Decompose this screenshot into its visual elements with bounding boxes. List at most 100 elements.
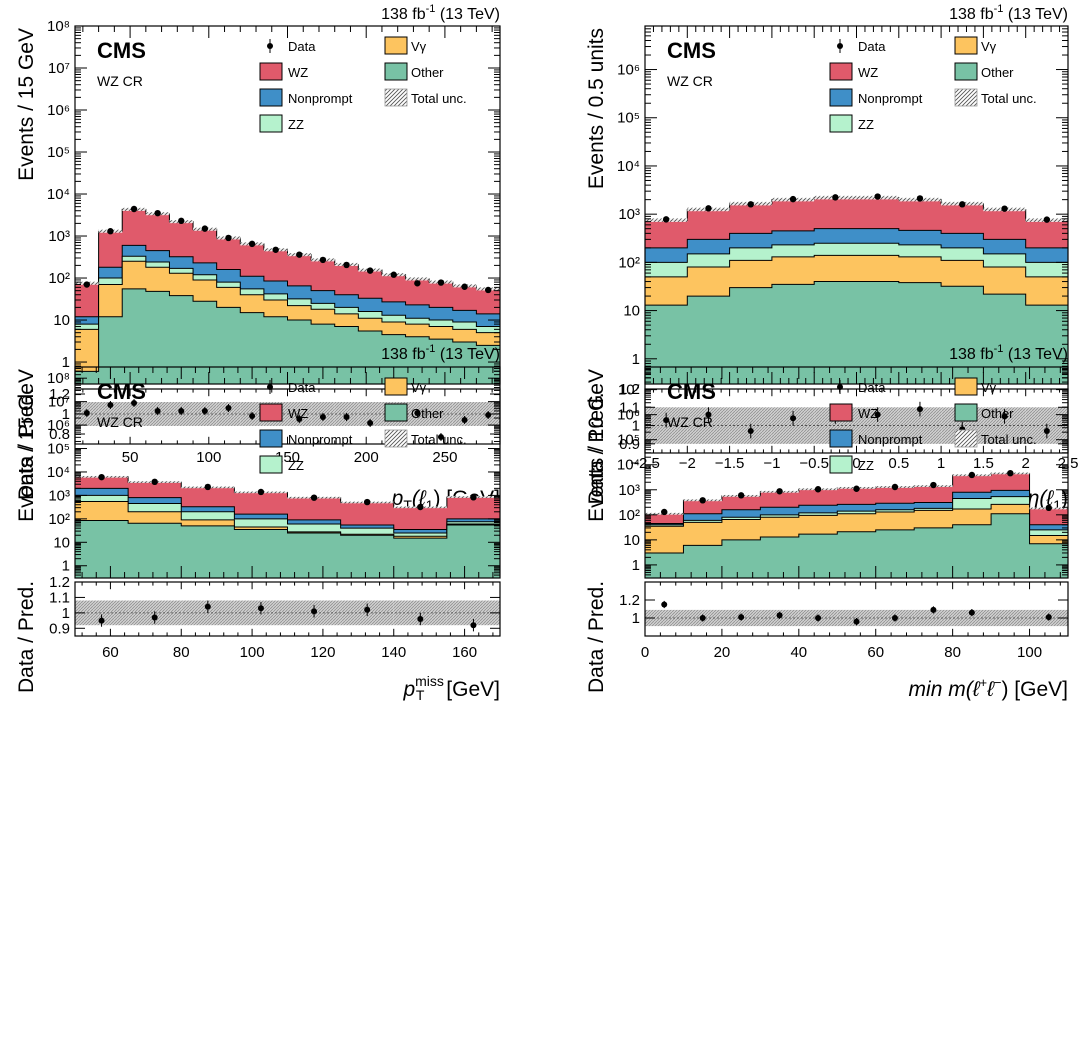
ratio-point (891, 615, 898, 621)
legend-wz-swatch (259, 403, 283, 422)
x-tick-label: 0 (641, 644, 649, 661)
data-point (257, 488, 265, 496)
ratio-point (178, 408, 185, 414)
y-tick-label: 10 (623, 303, 640, 320)
stack-area (75, 205, 500, 384)
ratio-point (417, 616, 424, 623)
data-point (343, 261, 350, 269)
legend-unc-label: Total unc. (981, 91, 1037, 106)
legend-other-label: Other (411, 406, 444, 421)
data-point (705, 205, 712, 212)
stack-other (645, 281, 1068, 384)
stack-area (645, 193, 1068, 384)
ratio-y-tick-label: 0.8 (49, 426, 70, 443)
stack-area (75, 473, 500, 578)
x-tick-label: 250 (432, 449, 457, 466)
legend-nonprompt-label: Nonprompt (858, 91, 923, 106)
x-tick-label: 200 (354, 449, 379, 466)
ratio-y-tick-label: 1.2 (49, 386, 70, 403)
legend-data-marker (267, 384, 273, 390)
ratio-point (131, 400, 138, 406)
ratio-point (874, 411, 881, 418)
legend-vgamma-swatch (954, 36, 978, 55)
y-tick-label: 1 (632, 557, 640, 574)
ratio-point (437, 434, 444, 440)
y-tick-label: 1 (62, 354, 70, 371)
y-axis-title: Events / 15 GeV (15, 369, 38, 522)
y-tick-label: 10⁶ (617, 407, 640, 424)
legend-other-swatch (384, 403, 408, 422)
legend-other-swatch (954, 62, 978, 81)
x-axis-title: min m(ℓ+ℓ−) [GeV] (909, 675, 1068, 701)
ratio-axis-title: Data / Pred. (585, 581, 608, 693)
data-point (363, 498, 371, 506)
x-axis-title: η(ℓ1) (1028, 487, 1068, 513)
y-tick-label: 10⁵ (617, 432, 640, 449)
y-tick-label: 10⁴ (47, 186, 70, 203)
ratio-point (661, 601, 668, 608)
ratio-unc-band (98, 402, 123, 426)
data-point (130, 205, 138, 213)
data-point (151, 478, 158, 486)
data-point (959, 201, 966, 208)
legend: Data Vγ WZ Other Nonprompt Total unc. ZZ (829, 36, 1037, 133)
main-frame (74, 366, 501, 579)
legend-zz-label: ZZ (858, 117, 874, 132)
y-tick-label: 10⁴ (617, 158, 640, 175)
y-tick-label: 10 (53, 534, 70, 551)
data-point (776, 488, 783, 495)
stack-area (645, 469, 1068, 578)
ratio-point (916, 406, 923, 413)
x-tick-label: 80 (173, 644, 190, 661)
legend-nonprompt-label: Nonprompt (288, 91, 353, 106)
ratio-y-tick-label: 1.1 (619, 399, 640, 416)
data-point (201, 225, 209, 232)
ratio-y-tick-label: 1 (632, 610, 640, 627)
y-tick-label: 10 (53, 312, 70, 329)
ratio-point (705, 411, 712, 418)
region-label: WZ CR (97, 73, 143, 89)
x-tick-label: 120 (310, 644, 335, 661)
lumi-label: 138 fb-1 (13 TeV) (949, 343, 1068, 363)
y-tick-label: 10⁷ (48, 60, 70, 77)
legend-other-swatch (384, 62, 408, 81)
y-axis-title: Events / 10 GeV (585, 369, 608, 522)
ratio-point (364, 606, 371, 613)
y-tick-label: 10² (618, 254, 640, 271)
ratio-point (343, 414, 350, 420)
x-tick-label: 20 (714, 644, 731, 661)
legend-other-label: Other (981, 65, 1014, 80)
y-tick-label: 10³ (618, 482, 640, 499)
y-tick-label: 10³ (48, 487, 70, 504)
region-label: WZ CR (97, 414, 143, 430)
legend-wz-label: WZ (288, 65, 308, 80)
y-tick-label: 10⁸ (47, 18, 70, 35)
ratio-point (296, 416, 303, 422)
data-point (874, 193, 881, 200)
ratio-point (201, 408, 208, 414)
data-point (1043, 216, 1051, 223)
data-point (484, 286, 492, 294)
y-axis-title: Events / 0.5 units (585, 28, 608, 189)
ratio-y-tick-label: 0.9 (619, 436, 640, 453)
legend-wz-label: WZ (858, 65, 878, 80)
ratio-point (699, 615, 706, 621)
data-point (814, 486, 822, 493)
legend-nonprompt-label: Nonprompt (288, 432, 353, 447)
legend-zz-label: ZZ (288, 117, 304, 132)
legend-vgamma-label: Vγ (981, 380, 997, 395)
y-tick-label: 10⁶ (47, 102, 70, 119)
ratio-y-tick-label: 1.2 (619, 592, 640, 609)
lumi-label: 138 fb-1 (13 TeV) (381, 343, 500, 363)
y-tick-label: 10⁴ (47, 464, 70, 481)
ratio-point (204, 603, 211, 610)
x-tick-label: 100 (240, 644, 265, 661)
legend-wz-swatch (829, 403, 853, 422)
data-point (178, 217, 185, 225)
ratio-unc-band (358, 402, 382, 426)
legend-zz-label: ZZ (288, 458, 304, 473)
data-point (1001, 205, 1008, 212)
ratio-point (461, 417, 468, 423)
